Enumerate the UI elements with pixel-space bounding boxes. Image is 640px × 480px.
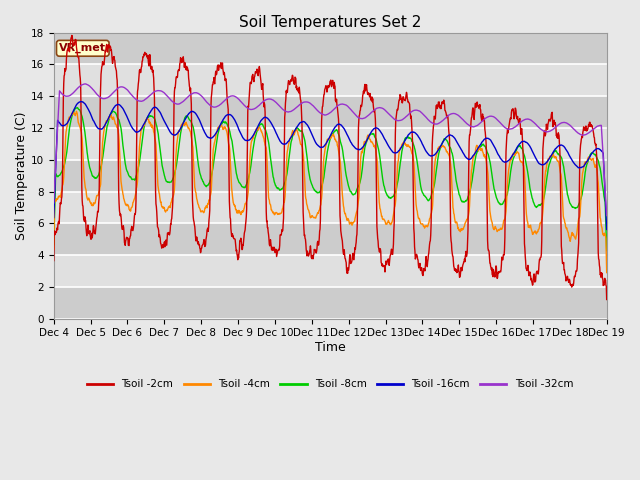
Bar [54,96,607,128]
Legend: Tsoil -2cm, Tsoil -4cm, Tsoil -8cm, Tsoil -16cm, Tsoil -32cm: Tsoil -2cm, Tsoil -4cm, Tsoil -8cm, Tsoi… [83,375,577,394]
X-axis label: Time: Time [315,341,346,354]
Text: VR_met: VR_met [60,43,106,53]
Bar [54,192,607,223]
Bar [54,128,607,160]
Bar [54,33,607,64]
Y-axis label: Soil Temperature (C): Soil Temperature (C) [15,111,28,240]
Bar [54,64,607,96]
Bar [54,223,607,255]
Title: Soil Temperatures Set 2: Soil Temperatures Set 2 [239,15,421,30]
Bar [54,287,607,319]
Bar [54,255,607,287]
Bar [54,160,607,192]
